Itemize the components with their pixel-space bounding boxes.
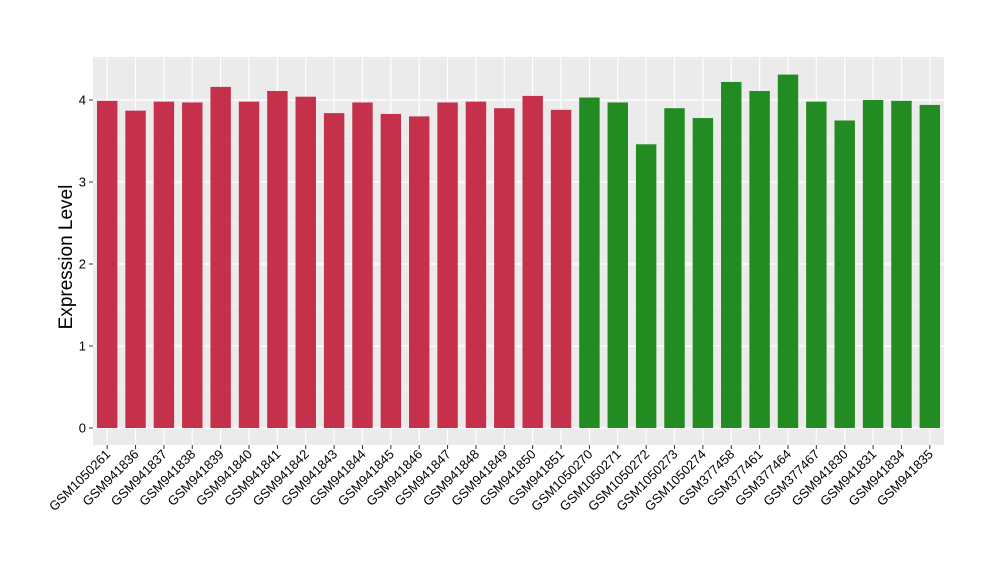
- y-tick-label: 3: [79, 175, 86, 190]
- bar: [409, 116, 430, 429]
- bar: [806, 101, 827, 428]
- bar: [96, 100, 118, 428]
- bar: [380, 113, 402, 428]
- bar: [437, 102, 458, 429]
- bar: [494, 108, 515, 428]
- bar: [777, 74, 799, 428]
- bar: [862, 100, 884, 428]
- bar: [153, 101, 175, 428]
- x-axis: GSM1050261GSM941836GSM941837GSM941838GSM…: [46, 445, 936, 514]
- bar: [635, 144, 657, 428]
- bar: [238, 101, 260, 428]
- bar: [550, 109, 572, 428]
- bar: [579, 97, 600, 428]
- y-tick-label: 2: [79, 257, 86, 272]
- bar: [749, 90, 770, 428]
- plot-panel: [93, 57, 944, 445]
- y-tick-label: 4: [79, 93, 86, 108]
- y-axis: 0 1 2 3 4: [79, 93, 93, 436]
- bar: [352, 102, 373, 429]
- y-tick-label: 0: [79, 421, 86, 436]
- bar: [295, 96, 316, 428]
- bar: [182, 102, 203, 429]
- bar: [522, 95, 543, 429]
- y-axis-title: Expression Level: [56, 185, 77, 330]
- bar: [210, 86, 231, 428]
- bar: [919, 104, 941, 429]
- bar: [721, 81, 742, 429]
- bar: [607, 102, 628, 429]
- bar: [664, 108, 685, 428]
- bars: [96, 74, 941, 429]
- bar: [465, 101, 487, 428]
- bar: [323, 113, 345, 429]
- bar: [267, 90, 288, 428]
- bar: [891, 100, 912, 428]
- y-tick-label: 1: [79, 339, 86, 354]
- bar: [692, 118, 714, 428]
- bar: [834, 120, 855, 428]
- bar: [125, 110, 146, 428]
